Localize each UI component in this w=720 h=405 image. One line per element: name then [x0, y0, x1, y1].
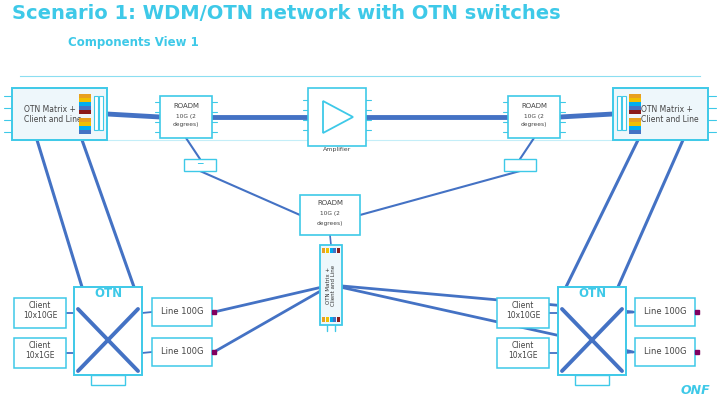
Bar	[79, 118, 91, 122]
Bar	[91, 375, 125, 385]
Bar	[629, 126, 641, 130]
Text: 10G (2: 10G (2	[176, 114, 196, 119]
Bar	[575, 375, 609, 385]
Bar	[308, 88, 366, 146]
Bar	[613, 88, 708, 140]
Text: OTN Matrix +: OTN Matrix +	[641, 104, 693, 113]
Text: OTN: OTN	[94, 287, 122, 300]
Bar	[322, 317, 325, 322]
Text: 10G (2: 10G (2	[524, 114, 544, 119]
Bar	[79, 110, 91, 113]
Polygon shape	[323, 101, 353, 133]
Bar	[94, 96, 98, 130]
Text: ONF: ONF	[680, 384, 710, 397]
Text: OTN Matrix +: OTN Matrix +	[24, 104, 76, 113]
Bar	[79, 106, 91, 109]
Bar	[14, 298, 66, 328]
Bar	[629, 118, 641, 122]
Text: Line 100G: Line 100G	[161, 347, 203, 356]
Bar	[79, 102, 91, 105]
Bar	[79, 126, 91, 130]
Bar	[325, 317, 329, 322]
Bar	[14, 338, 66, 368]
Bar	[508, 96, 560, 138]
Text: degrees): degrees)	[521, 122, 547, 127]
Bar	[330, 248, 333, 253]
Text: OTN: OTN	[578, 287, 606, 300]
Bar	[333, 317, 336, 322]
Text: OTN Matrix +
Client and Line: OTN Matrix + Client and Line	[325, 264, 336, 305]
Text: ROADM: ROADM	[173, 103, 199, 109]
Bar	[322, 248, 325, 253]
Bar	[622, 96, 626, 130]
Bar	[337, 317, 340, 322]
Text: 10x1GE: 10x1GE	[508, 351, 538, 360]
Bar	[497, 338, 549, 368]
Bar	[635, 338, 695, 366]
Bar	[320, 245, 342, 325]
Bar	[558, 287, 626, 375]
Text: Client and Line: Client and Line	[641, 115, 698, 124]
Bar	[497, 298, 549, 328]
Bar	[504, 159, 536, 171]
Bar	[12, 88, 107, 140]
Bar	[629, 106, 641, 109]
Bar	[629, 102, 641, 105]
Bar	[333, 248, 336, 253]
Text: ROADM: ROADM	[317, 200, 343, 206]
Bar	[325, 248, 329, 253]
Bar	[79, 94, 91, 98]
Bar	[99, 96, 103, 130]
Text: ━━: ━━	[197, 162, 203, 167]
Text: Scenario 1: WDM/OTN network with OTN switches: Scenario 1: WDM/OTN network with OTN swi…	[12, 4, 561, 23]
Text: 10G (2: 10G (2	[320, 211, 340, 216]
Bar	[330, 317, 333, 322]
Text: Client: Client	[512, 341, 534, 350]
Text: Amplifier: Amplifier	[323, 147, 351, 152]
Text: Line 100G: Line 100G	[644, 347, 686, 356]
Text: 10x1GE: 10x1GE	[25, 351, 55, 360]
Text: degrees): degrees)	[317, 221, 343, 226]
Bar	[635, 298, 695, 326]
Bar	[617, 96, 621, 130]
Text: 10x10GE: 10x10GE	[23, 311, 57, 320]
Bar	[629, 130, 641, 134]
Bar	[184, 159, 216, 171]
Bar	[300, 195, 360, 235]
Bar	[79, 98, 91, 102]
Bar	[152, 298, 212, 326]
Bar	[629, 94, 641, 98]
Bar	[79, 122, 91, 126]
Text: Line 100G: Line 100G	[161, 307, 203, 316]
Bar	[79, 130, 91, 134]
Text: Client and Line: Client and Line	[24, 115, 81, 124]
Text: 10x10GE: 10x10GE	[506, 311, 540, 320]
Text: Client: Client	[29, 301, 51, 310]
Bar	[160, 96, 212, 138]
Text: Client: Client	[29, 341, 51, 350]
Text: degrees): degrees)	[173, 122, 199, 127]
Text: Components View 1: Components View 1	[68, 36, 199, 49]
Text: ROADM: ROADM	[521, 103, 547, 109]
Bar	[629, 110, 641, 113]
Bar	[337, 248, 340, 253]
Text: Client: Client	[512, 301, 534, 310]
Bar	[152, 338, 212, 366]
Bar	[629, 122, 641, 126]
Text: Line 100G: Line 100G	[644, 307, 686, 316]
Bar	[74, 287, 142, 375]
Bar	[629, 98, 641, 102]
